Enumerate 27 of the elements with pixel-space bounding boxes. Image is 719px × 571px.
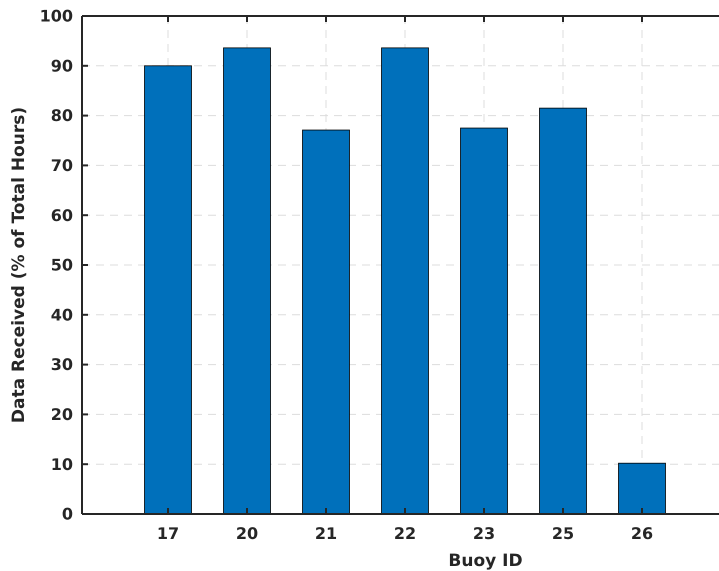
x-tick-label: 21 (314, 524, 338, 543)
bar (618, 462, 666, 514)
y-tick-label: 100 (40, 6, 73, 26)
bar (460, 128, 508, 514)
bar (223, 47, 271, 514)
y-tick-label: 90 (50, 56, 73, 76)
y-tick-label: 10 (50, 454, 73, 474)
y-tick-label: 30 (50, 355, 73, 374)
y-tick-label: 0 (62, 504, 73, 524)
y-tick-label: 20 (50, 405, 73, 424)
y-tick-label: 70 (50, 156, 73, 175)
bar (539, 108, 587, 514)
x-tick-label: 26 (630, 524, 654, 543)
x-axis-title: Buoy ID (448, 551, 523, 571)
y-axis-title: Data Received (% of Total Hours) (9, 106, 29, 424)
x-tick-label: 17 (156, 524, 180, 543)
bar (302, 130, 350, 514)
x-tick-label: 25 (552, 524, 574, 543)
x-tick-label: 20 (236, 524, 258, 543)
y-tick-label: 60 (50, 206, 73, 225)
y-tick-label: 40 (50, 305, 73, 324)
y-tick-label: 50 (50, 256, 73, 275)
bar (381, 47, 429, 514)
y-tick-label: 80 (50, 106, 73, 126)
bar (144, 65, 192, 514)
x-tick-label: 23 (472, 524, 496, 543)
x-tick-label: 22 (394, 524, 416, 543)
